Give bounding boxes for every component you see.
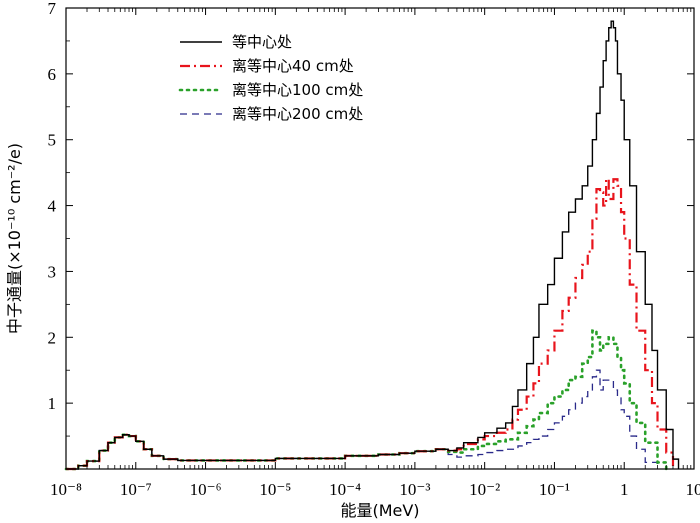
y-tick-label: 5 (48, 131, 57, 150)
x-tick-label: 10⁻³ (399, 480, 430, 499)
x-tick-label: 10⁻⁶ (190, 480, 222, 499)
legend-label-1: 等中心处 (232, 33, 292, 51)
legend-label-2: 离等中心40 cm处 (232, 57, 354, 75)
x-tick-label: 10⁻⁸ (50, 480, 82, 499)
x-tick-label: 10⁻⁷ (120, 480, 152, 499)
series-line-3 (64, 329, 668, 471)
y-tick-label: 2 (48, 328, 57, 347)
y-tick-label: 3 (48, 262, 57, 281)
x-axis-label: 能量(MeV) (340, 501, 419, 520)
legend-label-4: 离等中心200 cm处 (232, 105, 363, 123)
y-tick-label: 6 (48, 65, 57, 84)
y-tick-label: 7 (48, 0, 57, 18)
x-tick-label: 10⁻⁵ (259, 480, 291, 499)
x-tick-label: 10⁻¹ (539, 480, 570, 499)
x-tick-label: 10⁻² (469, 480, 500, 499)
x-tick-label: 10⁻⁴ (329, 480, 361, 499)
x-tick-label: 10 (686, 480, 700, 499)
series-layer (64, 20, 680, 471)
legend-label-3: 离等中心100 cm处 (232, 81, 363, 99)
series-line-2 (66, 178, 675, 471)
series-line-1 (66, 20, 680, 470)
y-tick-label: 1 (48, 394, 57, 413)
plot-frame (65, 7, 695, 470)
y-tick-label: 4 (48, 197, 57, 216)
x-tick-label: 1 (620, 480, 629, 499)
y-axis-label: 中子通量(×10⁻¹⁰ cm⁻²/e) (5, 143, 24, 334)
